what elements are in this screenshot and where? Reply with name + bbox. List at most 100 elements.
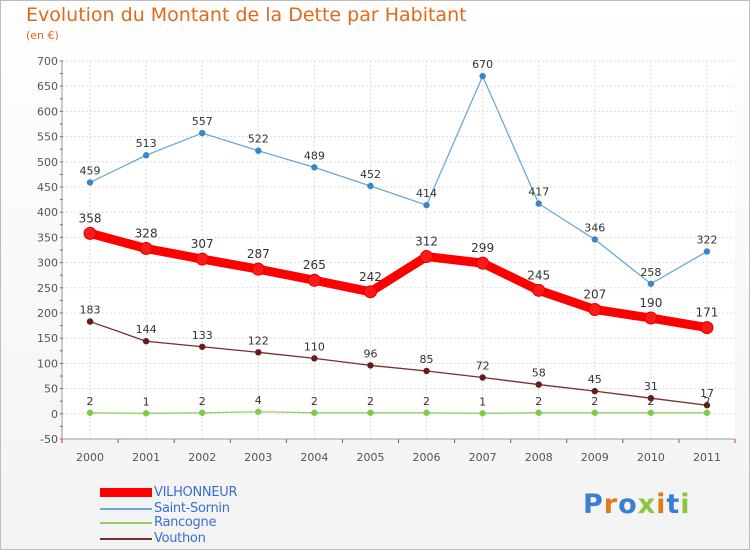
- data-label-saint-sornin: 346: [584, 221, 605, 234]
- data-point-vilhonneur: [476, 256, 490, 270]
- legend-swatch-vouthon: [100, 537, 152, 540]
- data-label-vilhonneur: 242: [359, 270, 382, 284]
- data-label-vouthon: 122: [248, 334, 269, 347]
- y-tick-label: 700: [37, 55, 58, 68]
- data-label-vilhonneur: 328: [135, 226, 158, 240]
- data-label-rancogne: 2: [367, 395, 374, 408]
- data-point-vilhonneur: [139, 241, 153, 255]
- x-tick-label: 2003: [244, 451, 272, 464]
- y-tick-label: 650: [37, 80, 58, 93]
- data-point-rancogne: [647, 409, 655, 416]
- data-label-vilhonneur: 190: [639, 296, 662, 310]
- logo-letter: t: [666, 489, 681, 520]
- data-label-vouthon: 144: [136, 323, 157, 336]
- data-label-vouthon: 96: [363, 347, 377, 360]
- x-tick-label: 2009: [581, 451, 609, 464]
- data-point-vilhonneur: [363, 285, 377, 299]
- legend-item-vouthon: Vouthon: [100, 531, 206, 546]
- data-point-vouthon: [647, 394, 655, 402]
- data-label-vilhonneur: 307: [191, 237, 214, 251]
- x-tick-label: 2006: [413, 451, 441, 464]
- data-point-vilhonneur: [83, 226, 97, 240]
- data-label-rancogne: 2: [311, 395, 318, 408]
- legend-label-saint-sornin: Saint-Sornin: [154, 501, 230, 516]
- data-label-saint-sornin: 513: [136, 137, 157, 150]
- y-tick-label: 100: [37, 357, 58, 370]
- y-tick-label: 600: [37, 105, 58, 118]
- legend-swatch-rancogne: [100, 521, 152, 524]
- data-point-saint-sornin: [423, 201, 430, 209]
- legend-item-saint-sornin: Saint-Sornin: [100, 501, 230, 516]
- data-label-vilhonneur: 245: [527, 268, 550, 282]
- logo-letter: x: [637, 489, 657, 520]
- data-label-saint-sornin: 670: [472, 58, 493, 71]
- legend-swatch-saint-sornin: [100, 507, 152, 510]
- data-point-rancogne: [591, 409, 598, 416]
- x-tick-label: 2010: [637, 451, 665, 464]
- data-point-saint-sornin: [591, 236, 598, 243]
- data-point-rancogne: [255, 408, 262, 415]
- data-label-vouthon: 17: [700, 387, 714, 400]
- data-point-vilhonneur: [644, 311, 658, 325]
- x-tick-label: 2002: [188, 451, 216, 464]
- chart-title: Evolution du Montant de la Dette par Hab…: [26, 4, 467, 26]
- y-tick-label: 350: [37, 231, 58, 244]
- data-point-vouthon: [199, 343, 206, 350]
- x-tick-label: 2000: [76, 451, 104, 464]
- data-point-saint-sornin: [647, 280, 655, 287]
- data-point-saint-sornin: [255, 147, 262, 154]
- data-point-vilhonneur: [700, 321, 714, 335]
- data-point-vouthon: [86, 318, 94, 325]
- data-label-rancogne: 1: [143, 395, 150, 408]
- data-point-rancogne: [535, 409, 542, 416]
- data-point-saint-sornin: [479, 72, 486, 80]
- data-point-rancogne: [311, 409, 318, 416]
- data-label-vilhonneur: 358: [79, 211, 102, 225]
- data-label-vilhonneur: 265: [303, 258, 326, 272]
- data-label-saint-sornin: 522: [248, 133, 269, 146]
- data-label-vilhonneur: 171: [696, 306, 719, 320]
- data-label-rancogne: 2: [647, 395, 654, 408]
- data-point-vouthon: [255, 349, 262, 356]
- logo-letter: o: [618, 489, 638, 520]
- data-point-vouthon: [535, 381, 542, 388]
- data-point-vilhonneur: [195, 252, 209, 266]
- y-tick-label: 550: [37, 131, 58, 144]
- data-label-vilhonneur: 207: [583, 287, 606, 301]
- y-tick-label: 500: [37, 156, 58, 169]
- legend-item-vilhonneur: VILHONNEUR: [100, 485, 238, 500]
- y-tick-label: 50: [44, 383, 58, 396]
- data-label-rancogne: 2: [535, 395, 542, 408]
- data-point-saint-sornin: [367, 182, 374, 190]
- data-label-vouthon: 85: [420, 353, 434, 366]
- unit-label: (en €): [26, 29, 59, 42]
- data-point-saint-sornin: [311, 164, 318, 171]
- y-tick-label: 250: [37, 282, 58, 295]
- data-point-vilhonneur: [588, 302, 602, 316]
- data-label-vouthon: 72: [476, 360, 490, 373]
- logo-letter: i: [656, 489, 667, 520]
- y-tick-label: 150: [37, 332, 58, 345]
- legend-label-rancogne: Rancogne: [154, 515, 217, 530]
- data-point-vilhonneur: [532, 283, 546, 297]
- data-label-vouthon: 183: [80, 304, 101, 317]
- data-label-vilhonneur: 312: [415, 235, 438, 249]
- x-tick-label: 2005: [356, 451, 384, 464]
- data-point-rancogne: [479, 410, 486, 417]
- data-label-rancogne: 4: [255, 394, 262, 407]
- y-tick-label: -50: [40, 433, 58, 446]
- data-point-vouthon: [311, 355, 318, 362]
- data-label-saint-sornin: 414: [416, 187, 437, 200]
- data-label-vilhonneur: 287: [247, 247, 270, 261]
- logo-letter: i: [680, 489, 691, 520]
- data-point-rancogne: [423, 409, 430, 416]
- series-line-saint-sornin: [89, 75, 708, 285]
- data-label-saint-sornin: 322: [696, 234, 717, 247]
- data-point-rancogne: [142, 410, 150, 417]
- data-label-rancogne: 2: [703, 395, 710, 408]
- data-point-saint-sornin: [703, 248, 711, 255]
- logo-letter: r: [603, 489, 619, 520]
- data-point-vouthon: [142, 338, 150, 345]
- y-tick-label: 450: [37, 181, 58, 194]
- y-tick-label: 0: [51, 408, 58, 421]
